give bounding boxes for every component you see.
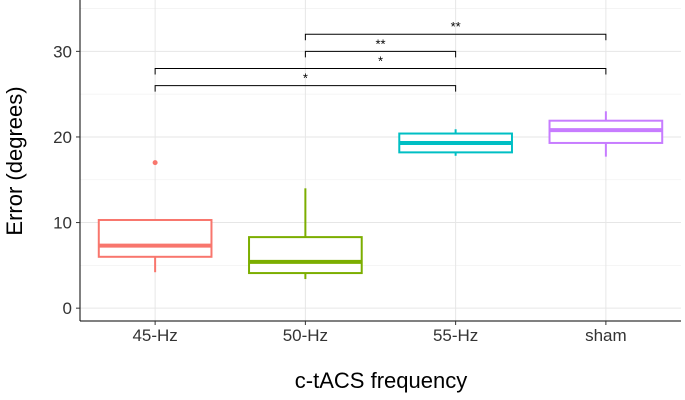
x-tick-label: sham: [585, 326, 627, 345]
box-55-Hz: [398, 129, 513, 156]
bracket-line: [304, 50, 457, 58]
box-iqr: [248, 236, 363, 275]
bracket-line: [154, 67, 607, 75]
x-tick-label: 45-Hz: [132, 326, 177, 345]
comparison-50-Hz-sham: **: [304, 19, 607, 41]
significance-brackets: ******: [154, 19, 607, 92]
bracket-line: [304, 33, 607, 41]
box-sham: [548, 111, 664, 157]
significance-label: *: [378, 53, 383, 68]
significance-label: **: [451, 19, 461, 34]
y-tick-label: 30: [53, 42, 72, 61]
y-axis-title: Error (degrees): [2, 86, 27, 235]
y-tick-label: 20: [53, 128, 72, 147]
x-axis-title: c-tACS frequency: [295, 368, 467, 393]
axes: 0 10 20 30 45-Hz 50-Hz 55-Hz sham: [53, 0, 681, 345]
x-tick-label: 50-Hz: [283, 326, 328, 345]
significance-label: **: [375, 36, 385, 51]
comparison-45-Hz-55-Hz: *: [154, 71, 457, 92]
y-tick-label: 10: [53, 214, 72, 233]
box-50-Hz: [248, 188, 363, 280]
box-iqr: [97, 218, 213, 258]
x-tick-label: 55-Hz: [433, 326, 478, 345]
comparison-50-Hz-55-Hz: **: [304, 36, 457, 58]
bracket-line: [154, 85, 457, 92]
outlier-point: [152, 160, 158, 166]
box-45-Hz: [97, 160, 213, 273]
y-tick-label: 0: [63, 299, 72, 318]
significance-label: *: [303, 71, 308, 86]
comparison-45-Hz-sham: *: [154, 53, 607, 75]
boxes: [97, 111, 664, 280]
